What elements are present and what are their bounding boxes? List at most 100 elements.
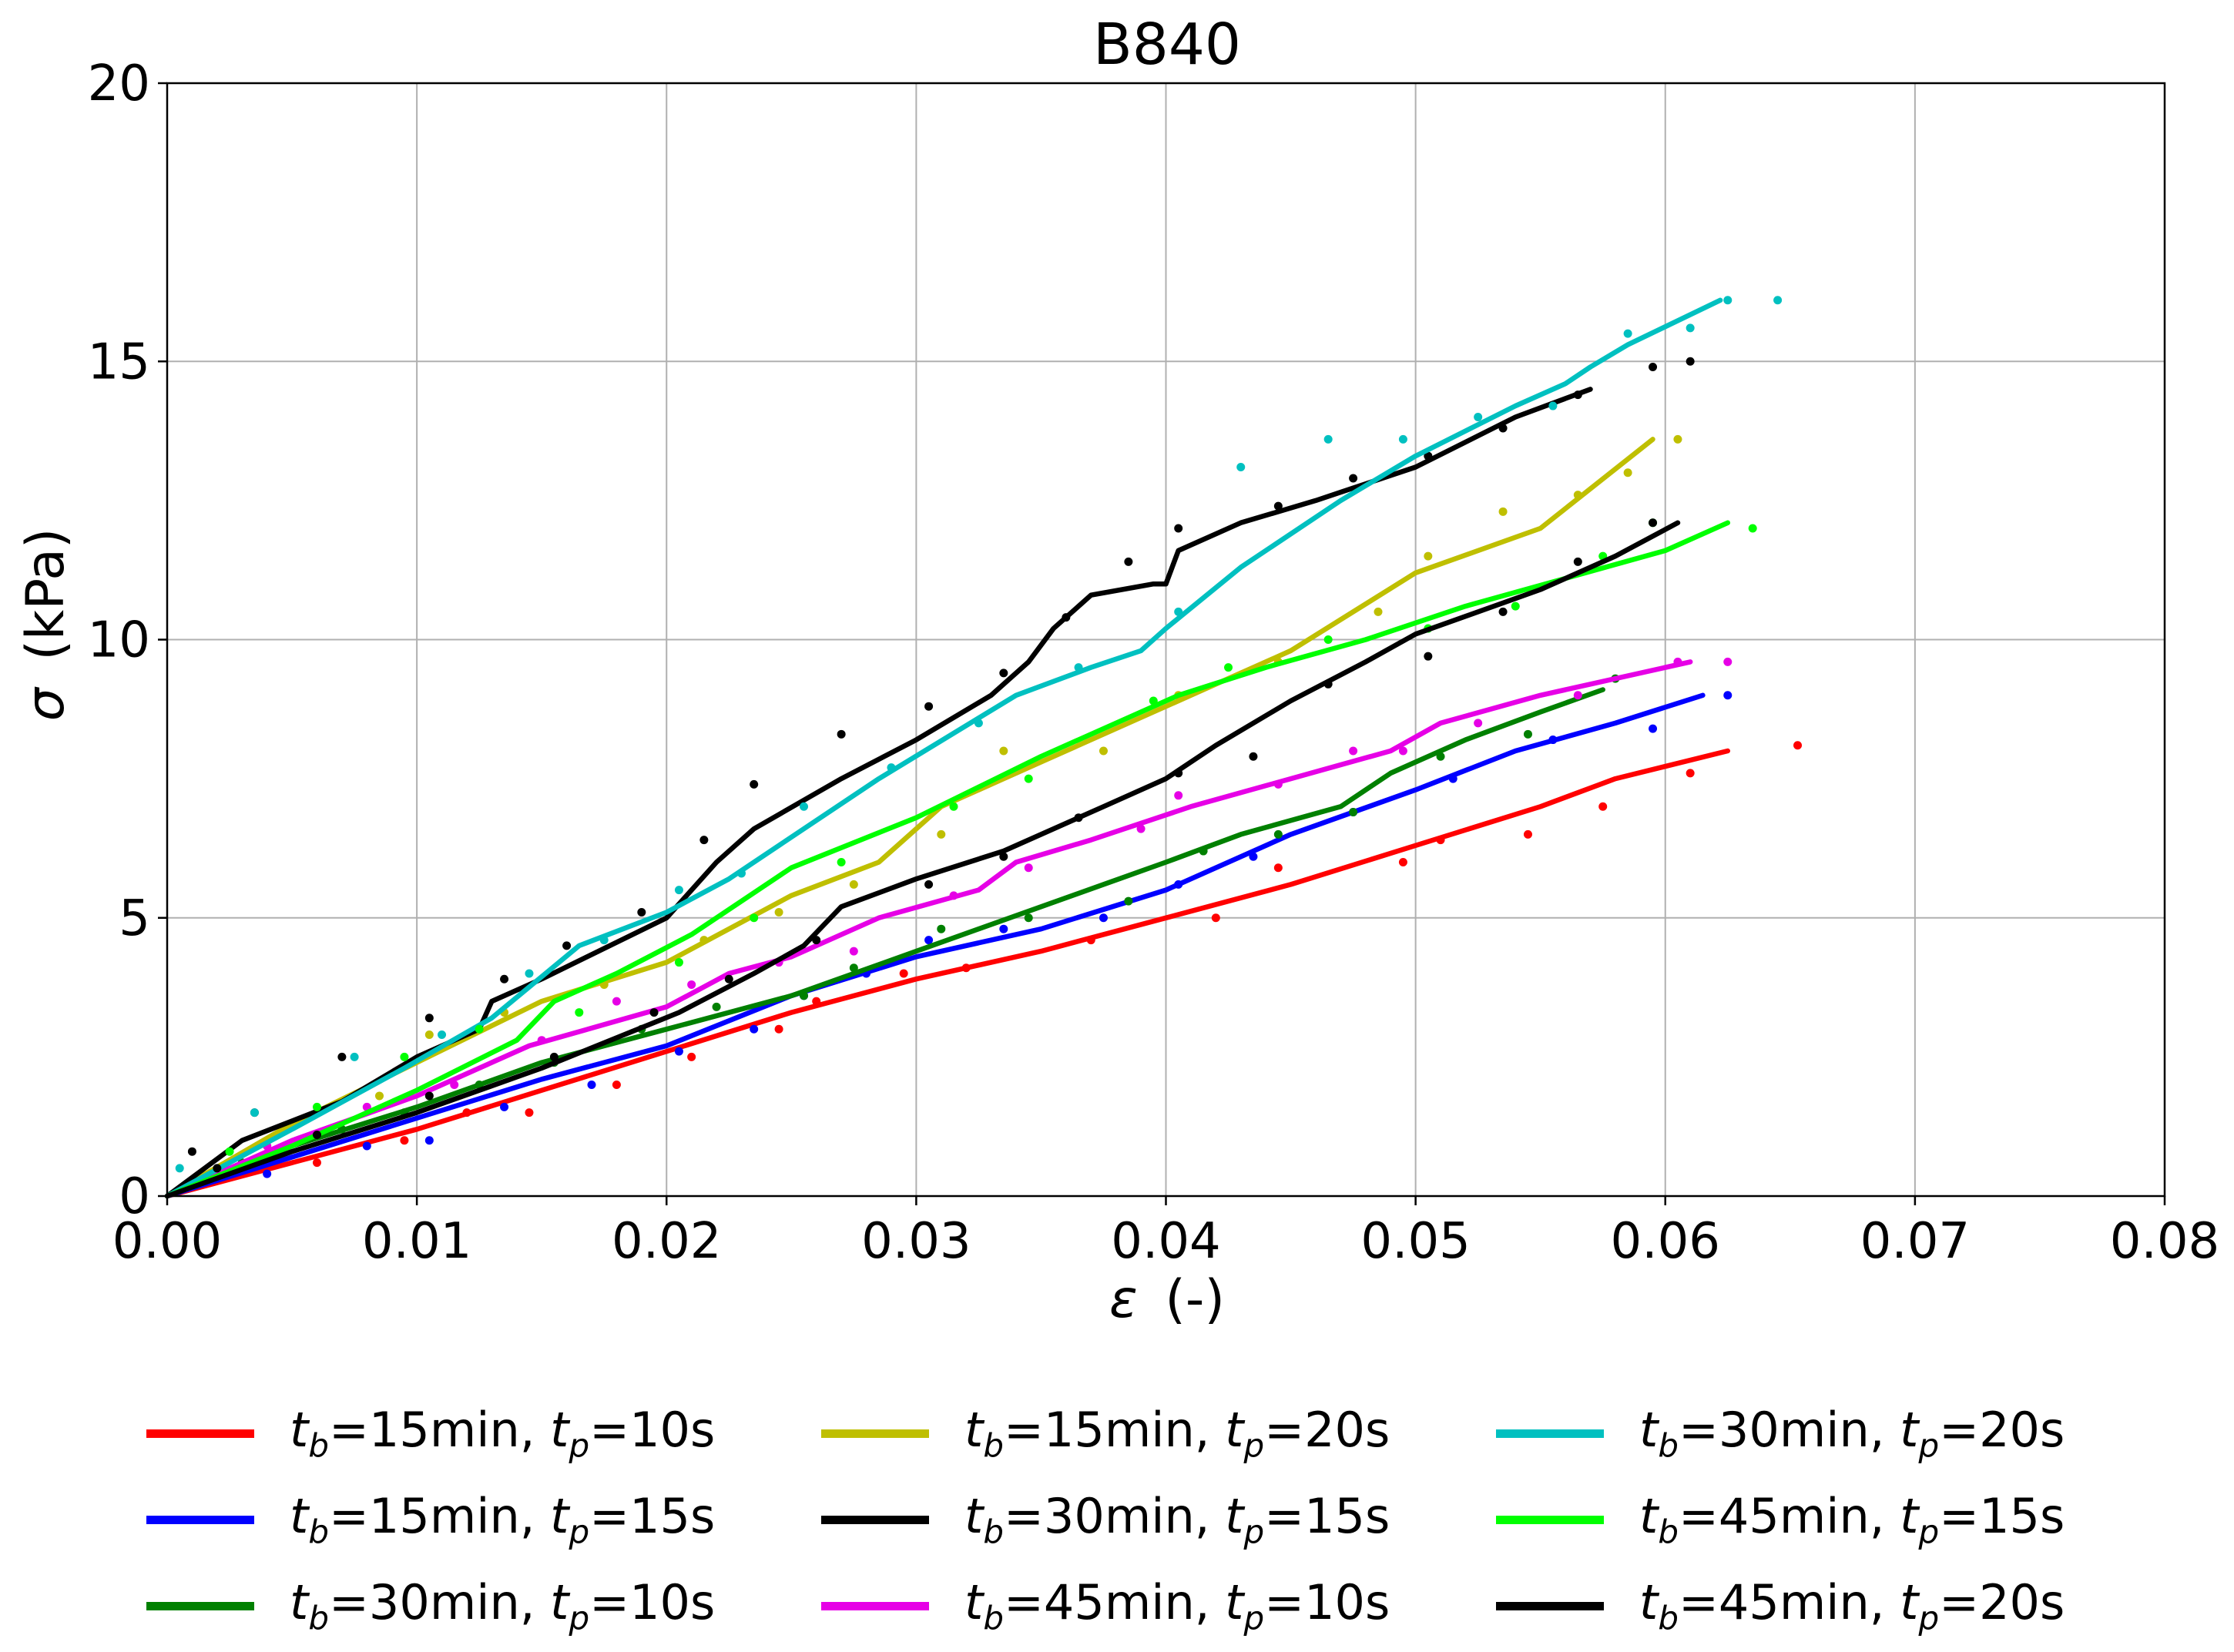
data-point (575, 1008, 584, 1017)
data-point (1573, 557, 1582, 566)
data-point (899, 969, 908, 978)
data-point (500, 1102, 509, 1111)
data-point (1474, 719, 1483, 728)
legend-item: tb=15min, tp=10s (146, 1390, 821, 1476)
legend-item: tb=30min, tp=10s (146, 1563, 821, 1649)
data-point (1723, 691, 1733, 700)
legend-item: tb=45min, tp=20s (1496, 1563, 2171, 1649)
data-point (1398, 434, 1407, 444)
data-point (1398, 858, 1407, 866)
data-point (924, 702, 934, 711)
data-point (1474, 413, 1483, 421)
y-tick-label: 5 (119, 890, 150, 947)
data-point (1249, 752, 1258, 761)
x-axis-title: ε (-) (1109, 1269, 1225, 1330)
legend-swatch (1496, 1429, 1604, 1438)
data-point (924, 936, 934, 945)
legend-label: tb=45min, tp=10s (964, 1574, 1390, 1637)
data-point (1523, 829, 1532, 839)
data-point (1349, 474, 1358, 483)
x-tick-label: 0.07 (1860, 1213, 1971, 1270)
data-point (1174, 791, 1183, 800)
data-point (175, 1164, 184, 1173)
data-point (312, 1131, 321, 1140)
legend-label: tb=30min, tp=20s (1639, 1402, 2065, 1465)
legend-swatch (1496, 1601, 1604, 1610)
series-s7 (164, 296, 1783, 1199)
data-point (1349, 746, 1358, 756)
data-point (837, 729, 846, 739)
data-point (837, 858, 846, 866)
x-tick-label: 0.06 (1611, 1213, 1721, 1270)
data-point (1236, 463, 1246, 472)
data-point (587, 1081, 596, 1089)
data-point (1598, 802, 1608, 811)
series-s1 (164, 741, 1803, 1199)
data-point (1349, 807, 1358, 816)
data-point (1623, 329, 1632, 338)
data-point (1548, 401, 1558, 410)
data-point (1723, 296, 1733, 305)
data-point (263, 1169, 272, 1178)
x-tick-label: 0.04 (1111, 1213, 1221, 1270)
y-tick-label: 0 (119, 1168, 150, 1225)
data-point (1323, 434, 1333, 444)
data-point (1224, 663, 1233, 672)
series-line (164, 387, 1593, 1199)
x-tick-label: 0.03 (861, 1213, 971, 1270)
data-point (350, 1052, 359, 1061)
data-point (849, 947, 858, 956)
data-point (1793, 741, 1803, 750)
data-point (1099, 746, 1108, 756)
legend-swatch (146, 1515, 254, 1524)
series-line (164, 520, 1681, 1199)
data-point (400, 1136, 409, 1145)
data-point (724, 974, 733, 983)
series-line (164, 687, 1605, 1199)
data-point (1273, 863, 1283, 873)
series-s6 (164, 657, 1733, 1199)
data-point (1498, 607, 1508, 616)
data-point (424, 1136, 434, 1145)
data-point (1424, 551, 1433, 561)
x-tick-label: 0.02 (612, 1213, 722, 1270)
data-point (750, 913, 759, 923)
legend-swatch (146, 1601, 254, 1610)
data-point (937, 829, 946, 839)
data-point (999, 669, 1008, 678)
data-point (424, 1014, 434, 1023)
data-point (1398, 746, 1407, 756)
series-s2 (164, 691, 1733, 1199)
data-point (1024, 863, 1033, 873)
legend-label: tb=30min, tp=15s (964, 1488, 1390, 1551)
data-point (1374, 607, 1383, 616)
data-point (687, 980, 696, 989)
data-point (712, 1002, 721, 1011)
legend-item: tb=45min, tp=15s (1496, 1476, 2171, 1563)
data-point (612, 1081, 621, 1089)
axis-ticks: 0.00 0.01 0.02 0.03 0.04 0.05 0.06 0.07 0.08 0 5 10… (88, 55, 2220, 1270)
data-point (1124, 557, 1133, 566)
data-point (937, 924, 946, 933)
data-point (549, 1052, 558, 1061)
data-point (312, 1102, 321, 1111)
x-tick-label: 0.01 (362, 1213, 472, 1270)
y-axis-symbol: σ (15, 686, 76, 721)
data-point (1573, 691, 1582, 700)
data-point (213, 1164, 222, 1173)
legend-swatch (821, 1429, 929, 1438)
legend-label: tb=15min, tp=15s (290, 1488, 716, 1551)
grid-lines (166, 82, 2165, 1197)
data-point (500, 974, 509, 983)
legend-item: tb=30min, tp=20s (1496, 1390, 2171, 1476)
data-point (1174, 524, 1183, 533)
data-point (750, 1024, 759, 1034)
data-point (674, 886, 683, 895)
data-point (1723, 657, 1733, 666)
data-point (1686, 357, 1695, 366)
x-axis-symbol: ε (1109, 1269, 1138, 1330)
data-point (400, 1052, 409, 1061)
legend-label: tb=15min, tp=20s (964, 1402, 1390, 1465)
data-point (750, 779, 759, 789)
